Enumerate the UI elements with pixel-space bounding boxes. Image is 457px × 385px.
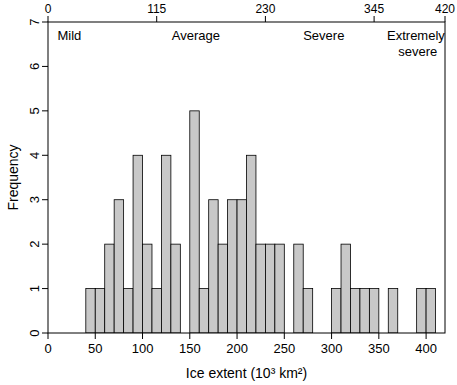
bar (332, 289, 341, 333)
x2-tick-label: 420 (435, 2, 455, 16)
x-tick-label: 0 (44, 341, 51, 356)
bar (143, 244, 152, 333)
y-tick-label: 7 (27, 18, 42, 25)
x-tick (142, 333, 143, 339)
y-tick-label: 3 (27, 196, 42, 203)
chart: 0501001502002503003504000115230345420012… (0, 0, 457, 385)
annotation: Severe (303, 28, 344, 43)
x-tick-label: 250 (273, 341, 295, 356)
y-tick (42, 333, 48, 334)
y-tick-label: 1 (27, 285, 42, 292)
bar (360, 289, 369, 333)
x-tick (189, 333, 190, 339)
y-tick-label: 2 (27, 241, 42, 248)
bar (133, 155, 142, 333)
bar (95, 289, 104, 333)
bar (152, 289, 161, 333)
bar (388, 289, 397, 333)
y-tick (42, 22, 48, 23)
y-tick-label: 6 (27, 63, 42, 70)
bar (426, 289, 435, 333)
bar (303, 289, 312, 333)
x-tick-label: 350 (368, 341, 390, 356)
bar (209, 200, 218, 333)
bar (294, 244, 303, 333)
bar (228, 200, 237, 333)
y-tick (42, 66, 48, 67)
bar (256, 244, 265, 333)
bar (114, 200, 123, 333)
x2-tick-label: 0 (45, 2, 52, 16)
y-tick (42, 288, 48, 289)
x-tick (331, 333, 332, 339)
x-tick (426, 333, 427, 339)
x2-tick-label: 345 (364, 2, 384, 16)
bar (247, 155, 256, 333)
x2-tick (156, 16, 157, 22)
bar (341, 244, 350, 333)
bar (199, 289, 208, 333)
y-tick-label: 0 (27, 329, 42, 336)
x-tick-label: 100 (132, 341, 154, 356)
bar (86, 289, 95, 333)
x2-tick-label: 230 (255, 2, 275, 16)
x2-tick-label: 115 (147, 2, 166, 16)
bar (105, 244, 114, 333)
x-tick-label: 300 (321, 341, 343, 356)
annotation-line: severe (398, 44, 437, 59)
x-tick-label: 50 (88, 341, 102, 356)
bar (161, 155, 170, 333)
x-tick-label: 200 (226, 341, 248, 356)
y-tick-label: 5 (27, 107, 42, 114)
bar (218, 244, 227, 333)
bar (265, 244, 274, 333)
x-tick-label: 150 (179, 341, 201, 356)
y-axis-label: Frequency (5, 144, 21, 210)
annotation: Mild (57, 28, 81, 43)
bar (369, 289, 378, 333)
x-tick (284, 333, 285, 339)
bars (86, 111, 436, 333)
x2-tick (445, 16, 446, 22)
x2-tick (374, 16, 375, 22)
bar (124, 289, 133, 333)
y-tick (42, 155, 48, 156)
x-tick (95, 333, 96, 339)
x-axis-label: Ice extent (10³ km²) (186, 365, 307, 381)
frame (48, 22, 445, 333)
annotation: Average (172, 28, 220, 43)
annotation-line: Extremely (387, 28, 448, 43)
bar (417, 289, 426, 333)
x-tick-label: 400 (415, 341, 437, 356)
bar (237, 200, 246, 333)
x-tick (48, 333, 49, 339)
y-tick (42, 244, 48, 245)
bar (190, 111, 199, 333)
y-tick (42, 110, 48, 111)
y-tick-label: 4 (27, 152, 42, 159)
bar (275, 244, 284, 333)
y-tick (42, 199, 48, 200)
x-tick (237, 333, 238, 339)
bar (350, 289, 359, 333)
annotation: Extremely severe (387, 28, 448, 59)
bar (171, 244, 180, 333)
x2-tick (265, 16, 266, 22)
x-tick (378, 333, 379, 339)
x2-tick (48, 16, 49, 22)
